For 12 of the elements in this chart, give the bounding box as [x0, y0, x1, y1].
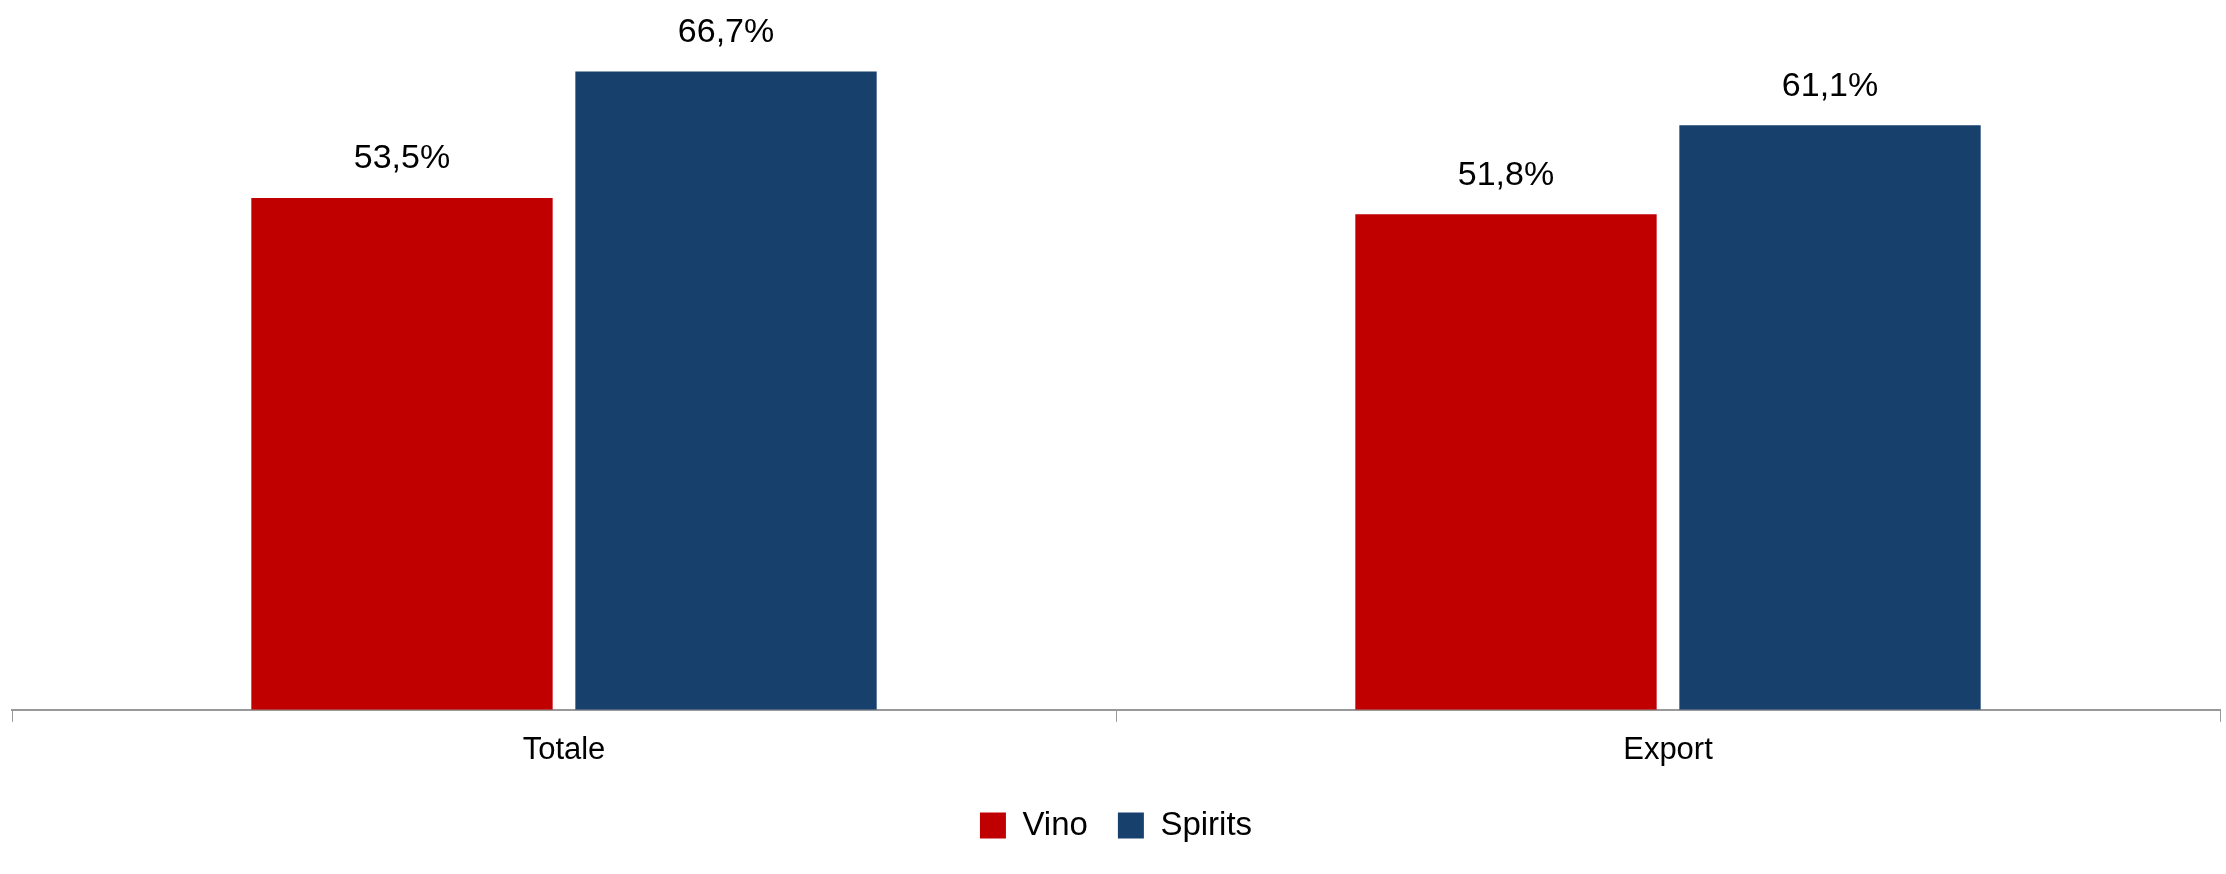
x-tick-label: Totale	[522, 730, 606, 766]
bar	[575, 71, 877, 710]
data-label: 66,7%	[677, 10, 775, 49]
legend-label: Spirits	[1160, 804, 1253, 842]
x-tick-label: Export	[1623, 730, 1714, 766]
data-label: 61,1%	[1781, 64, 1879, 103]
data-label: 53,5%	[353, 137, 451, 176]
legend-label: Vino	[1022, 804, 1088, 842]
bar	[251, 197, 553, 710]
bar	[1355, 214, 1657, 710]
data-label: 51,8%	[1457, 153, 1555, 192]
bar	[1679, 125, 1981, 710]
